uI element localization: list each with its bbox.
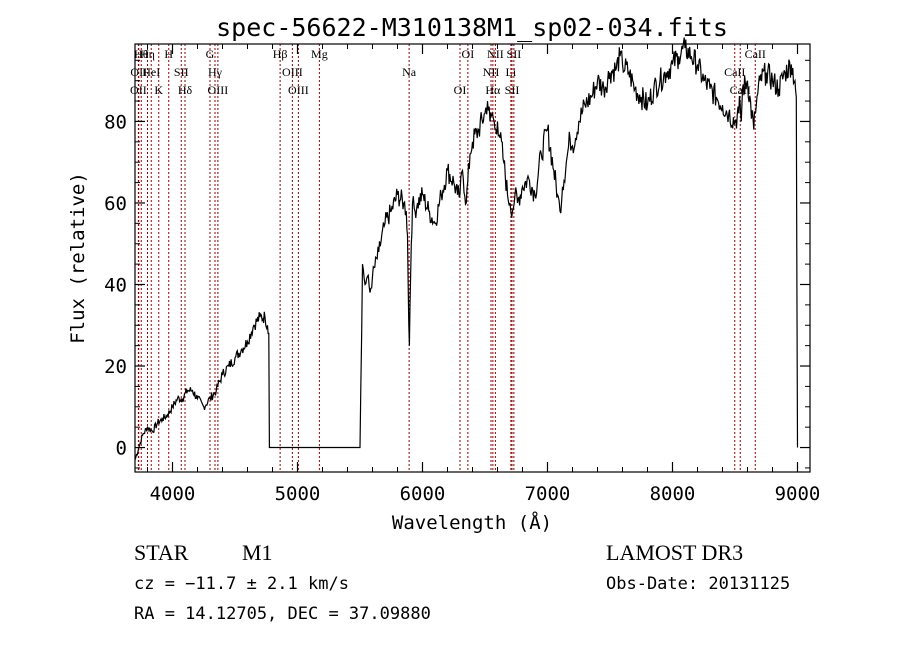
spectral-line-label: Li [506, 65, 517, 79]
spectral-line-label: Hθ [134, 47, 149, 61]
spectral-line-label: Mg [311, 47, 328, 61]
spectral-line-label: OIII [282, 65, 303, 79]
object-class: STAR [134, 540, 189, 565]
y-tick-label: 0 [116, 438, 127, 460]
spectral-line-label: Hδ [178, 83, 193, 97]
y-tick-label: 80 [104, 111, 127, 133]
chart-title: spec-56622-M310138M1_sp02-034.fits [216, 13, 728, 42]
y-axis-ticks: 0 20 40 60 80 [104, 59, 810, 469]
spectral-line-markers [137, 44, 756, 472]
spectral-line-label: NII [483, 65, 500, 79]
spectral-line-label: K [154, 83, 163, 97]
x-tick-label: 5000 [275, 483, 321, 505]
plot-frame [134, 43, 811, 473]
spectral-line-label: H [164, 47, 173, 61]
spectral-line-label: Hα [485, 83, 501, 97]
x-axis-label: Wavelength (Å) [392, 511, 552, 534]
spectral-line-label: Hη [140, 47, 155, 61]
spectral-line-label: OI [462, 47, 475, 61]
redshift-text: cz = −11.7 ± 2.1 km/s [134, 574, 349, 594]
spectral-line-label: Hβ [273, 47, 288, 61]
x-tick-label: 8000 [650, 483, 696, 505]
spectral-line-label: HeI [142, 65, 160, 79]
spectral-line-label: SII [507, 47, 522, 61]
coordinates-text: RA = 14.12705, DEC = 37.09880 [134, 604, 431, 624]
spectral-line-label: OII [130, 83, 147, 97]
obs-date-text: Obs-Date: 20131125 [606, 574, 790, 594]
y-tick-label: 20 [104, 356, 127, 378]
x-tick-label: 6000 [400, 483, 446, 505]
x-tick-label: 9000 [775, 483, 821, 505]
y-axis-label: Flux (relative) [67, 172, 89, 344]
spectral-line-label: Na [402, 65, 417, 79]
spectral-line-label: CaII [724, 65, 745, 79]
survey-label: LAMOST DR3 [606, 540, 743, 565]
spectral-line-label: SII [174, 65, 189, 79]
spectrum-line [134, 37, 799, 460]
y-tick-label: 40 [104, 274, 127, 296]
x-tick-label: 4000 [150, 483, 196, 505]
spectral-line-label: NII [487, 47, 504, 61]
x-axis-ticks: 4000 5000 6000 7000 8000 9000 [147, 44, 821, 505]
spectral-line-label: SII [505, 83, 520, 97]
spectral-line-labels: HθOIIOIIHηHeIKHSIIHδGHγOIIIHβOIIIOIIIMgN… [130, 47, 766, 97]
spectral-line-label: G [206, 47, 215, 61]
object-subclass: M1 [242, 540, 273, 565]
x-tick-label: 7000 [525, 483, 571, 505]
y-tick-label: 60 [104, 193, 127, 215]
spectral-line-label: OIII [208, 83, 229, 97]
spectral-line-label: Hγ [208, 65, 223, 79]
spectral-line-label: OIII [288, 83, 309, 97]
spectral-line-label: OI [454, 83, 467, 97]
spectral-line-label: CaII [745, 47, 766, 61]
